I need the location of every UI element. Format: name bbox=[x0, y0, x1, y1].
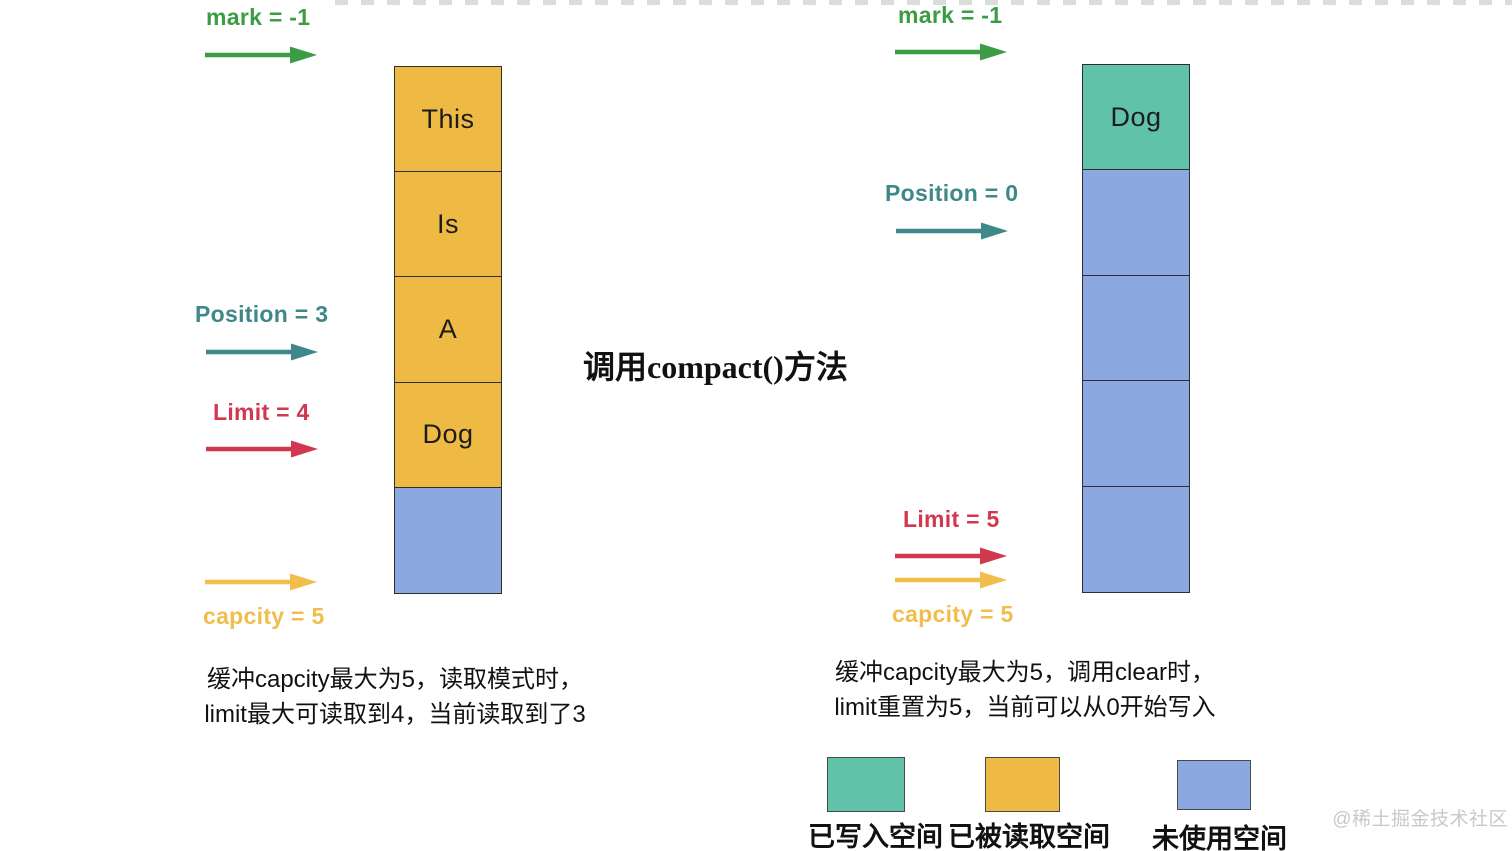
left-caption: 缓冲capcity最大为5，读取模式时， limit最大可读取到4，当前读取到了… bbox=[175, 662, 615, 732]
left-capacity-arrow-icon bbox=[205, 573, 317, 591]
right-caption-line1: 缓冲capcity最大为5，调用clear时， bbox=[834, 659, 1216, 686]
left-caption-line1: 缓冲capcity最大为5，读取模式时， bbox=[206, 666, 584, 693]
legend-swatch-read bbox=[985, 757, 1060, 812]
right-position-arrow-icon bbox=[896, 222, 1008, 240]
legend-label-read: 已被读取空间 bbox=[948, 822, 1110, 851]
watermark: @稀土掘金技术社区 bbox=[1332, 809, 1508, 830]
legend-label-unused: 未使用空间 bbox=[1152, 824, 1287, 851]
legend-swatch-written bbox=[827, 757, 905, 812]
left-buffer-cell-4 bbox=[395, 487, 501, 594]
left-mark-arrow-icon bbox=[205, 46, 317, 64]
left-position-arrow-icon bbox=[206, 343, 318, 361]
legend-label-written: 已写入空间 bbox=[808, 822, 943, 851]
left-limit-arrow-icon bbox=[206, 440, 318, 458]
right-limit-arrow-icon bbox=[895, 547, 1007, 565]
right-caption-line2: limit重置为5，当前可以从0开始写入 bbox=[834, 694, 1216, 721]
right-caption: 缓冲capcity最大为5，调用clear时， limit重置为5，当前可以从0… bbox=[805, 655, 1245, 725]
right-buffer-column: Dog bbox=[1082, 64, 1190, 593]
right-capacity-arrow-icon bbox=[895, 571, 1007, 589]
right-buffer-cell-2 bbox=[1083, 275, 1189, 382]
left-capacity-label: capcity = 5 bbox=[203, 603, 325, 629]
right-limit-label: Limit = 5 bbox=[903, 506, 1000, 532]
right-buffer-cell-1 bbox=[1083, 170, 1189, 276]
left-buffer-cell-1: Is bbox=[395, 172, 501, 278]
left-mark-label: mark = -1 bbox=[206, 4, 311, 30]
right-position-label: Position = 0 bbox=[885, 180, 1019, 206]
left-buffer-cell-0: This bbox=[395, 67, 501, 173]
right-buffer-cell-4 bbox=[1083, 486, 1189, 592]
left-position-label: Position = 3 bbox=[195, 301, 329, 327]
right-mark-label: mark = -1 bbox=[898, 2, 1003, 28]
center-title: 调用compact()方法 bbox=[583, 349, 848, 385]
right-buffer-cell-0: Dog bbox=[1083, 65, 1189, 171]
left-caption-line2: limit最大可读取到4，当前读取到了3 bbox=[204, 701, 586, 728]
right-capacity-label: capcity = 5 bbox=[892, 601, 1014, 627]
left-limit-label: Limit = 4 bbox=[213, 399, 310, 425]
right-buffer-cell-3 bbox=[1083, 381, 1189, 487]
left-buffer-cell-2: A bbox=[395, 277, 501, 383]
legend-swatch-unused bbox=[1177, 760, 1251, 810]
right-mark-arrow-icon bbox=[895, 43, 1007, 61]
cropped-text-remnant bbox=[335, 0, 1512, 5]
left-buffer-column: This Is A Dog bbox=[394, 66, 502, 594]
left-buffer-cell-3: Dog bbox=[395, 382, 501, 488]
